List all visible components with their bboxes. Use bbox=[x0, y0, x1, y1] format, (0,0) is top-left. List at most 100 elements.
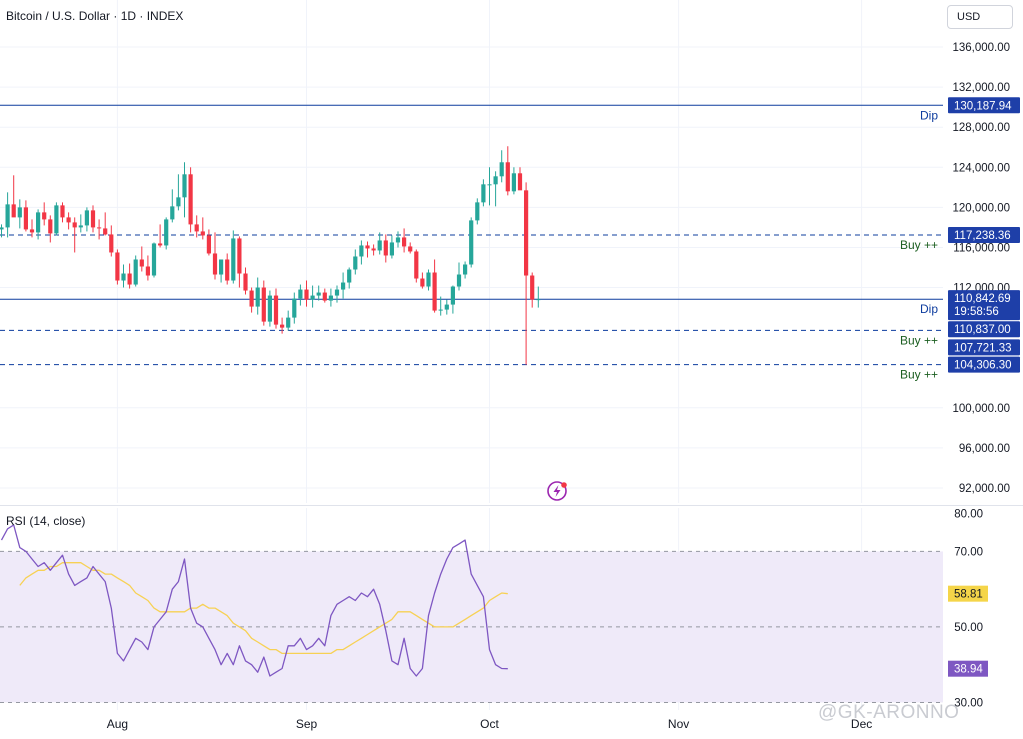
candle-body bbox=[0, 227, 4, 230]
candle-body bbox=[103, 228, 108, 235]
level-label-buy: Buy ++ bbox=[900, 333, 938, 347]
candle-body bbox=[395, 237, 401, 243]
candle-body bbox=[115, 252, 120, 281]
candle-body bbox=[243, 273, 248, 291]
candle-body bbox=[212, 253, 218, 275]
candle-body bbox=[347, 269, 352, 283]
candle-body bbox=[121, 273, 126, 281]
symbol-title: Bitcoin / U.S. Dollar · 1D · INDEX bbox=[6, 9, 184, 23]
rsi-ma-badge-text: 58.81 bbox=[954, 589, 983, 601]
candle-body bbox=[524, 190, 529, 276]
level-label-buy: Buy ++ bbox=[900, 368, 938, 382]
candle-body bbox=[359, 245, 364, 257]
candle-body bbox=[328, 295, 333, 301]
rsi-axis-tick: 70.00 bbox=[954, 546, 983, 558]
candle-body bbox=[176, 197, 181, 207]
candle-body bbox=[487, 184, 492, 186]
candle-body bbox=[432, 272, 437, 311]
level-label-buy: Buy ++ bbox=[900, 238, 938, 252]
level-badge: 117,238.36 bbox=[948, 227, 1020, 244]
rsi-badge: 38.94 bbox=[948, 660, 988, 677]
price-axis-tick: 136,000.00 bbox=[952, 42, 1010, 54]
currency-selector[interactable]: USD bbox=[947, 5, 1013, 29]
price-axis-tick: 96,000.00 bbox=[959, 443, 1010, 455]
alert-icon[interactable] bbox=[547, 481, 567, 501]
last-price-badge-text: 110,842.69 bbox=[954, 293, 1011, 305]
time-axis-tick: Aug bbox=[107, 717, 128, 731]
candle-body bbox=[420, 278, 425, 287]
candle-body bbox=[11, 204, 16, 218]
price-axis-tick: 116,000.00 bbox=[953, 242, 1010, 254]
candle-body bbox=[536, 299, 541, 301]
candle-body bbox=[164, 219, 169, 246]
candle-body bbox=[505, 162, 510, 192]
time-axis-tick: Nov bbox=[668, 717, 689, 731]
candle-body bbox=[151, 243, 157, 276]
price-axis-tick: 124,000.00 bbox=[952, 162, 1010, 174]
candle-body bbox=[414, 251, 419, 279]
candle-body bbox=[408, 246, 413, 252]
candle-body bbox=[97, 227, 102, 229]
candle-body bbox=[84, 210, 89, 226]
candle-body bbox=[469, 220, 474, 265]
candle-body bbox=[255, 287, 260, 307]
candle-body bbox=[304, 289, 309, 300]
candle-body bbox=[54, 205, 59, 234]
candle-body bbox=[316, 292, 321, 296]
candle-body bbox=[402, 237, 407, 247]
candle-body bbox=[219, 259, 224, 275]
price-axis-tick: 100,000.00 bbox=[952, 403, 1010, 415]
level-badge-bg bbox=[948, 339, 1020, 356]
candle-body bbox=[182, 174, 187, 198]
rsi-title: RSI (14, close) bbox=[6, 514, 86, 528]
candle-body bbox=[90, 210, 96, 228]
candle-body bbox=[310, 295, 315, 300]
candle-body bbox=[23, 207, 28, 230]
candle-body bbox=[377, 240, 382, 251]
level-label-dip: Dip bbox=[920, 302, 938, 316]
candle-body bbox=[231, 238, 236, 281]
price-axis-tick: 128,000.00 bbox=[952, 122, 1010, 134]
watermark: @GK-ARONNO bbox=[818, 702, 960, 723]
level-badge: 130,187.94 bbox=[948, 97, 1020, 114]
level-badge-bg bbox=[948, 356, 1020, 373]
candle-body bbox=[511, 173, 516, 192]
candle-body bbox=[127, 273, 132, 285]
rsi-badge-text: 38.94 bbox=[954, 664, 983, 676]
price-axis-tick: 92,000.00 bbox=[959, 483, 1010, 495]
candle-body bbox=[481, 184, 486, 203]
candle-body bbox=[292, 298, 297, 318]
candle-body bbox=[475, 202, 480, 221]
candle-body bbox=[194, 224, 199, 232]
level-badge-text: 130,187.94 bbox=[954, 100, 1012, 112]
candle-body bbox=[249, 290, 254, 307]
candle-body bbox=[322, 292, 327, 301]
candle-body bbox=[456, 274, 462, 287]
candle-body bbox=[365, 245, 370, 249]
candle-body bbox=[383, 240, 388, 256]
candle-body bbox=[5, 204, 10, 228]
candle-body bbox=[444, 304, 449, 310]
candle-body bbox=[200, 231, 205, 236]
candle-body bbox=[66, 217, 71, 223]
time-axis-tick: Dec bbox=[851, 717, 872, 731]
price-axis-tick: 120,000.00 bbox=[952, 202, 1010, 214]
candle-body bbox=[389, 242, 394, 256]
level-badge: 104,306.30 bbox=[948, 356, 1020, 373]
candle-body bbox=[145, 266, 150, 276]
candle-body bbox=[267, 295, 272, 322]
candle-body bbox=[133, 259, 138, 285]
rsi-axis-tick: 30.00 bbox=[954, 697, 983, 709]
candle-body bbox=[109, 234, 114, 253]
rsi-ma-line bbox=[19, 562, 508, 655]
candle-body bbox=[517, 173, 523, 191]
level-badge-text: 110,837.00 bbox=[954, 324, 1011, 336]
candle-body bbox=[353, 256, 358, 270]
candle-body bbox=[139, 259, 144, 267]
candle-body bbox=[499, 162, 504, 177]
price-axis-tick: 132,000.00 bbox=[952, 82, 1010, 94]
candle-body bbox=[36, 212, 41, 233]
